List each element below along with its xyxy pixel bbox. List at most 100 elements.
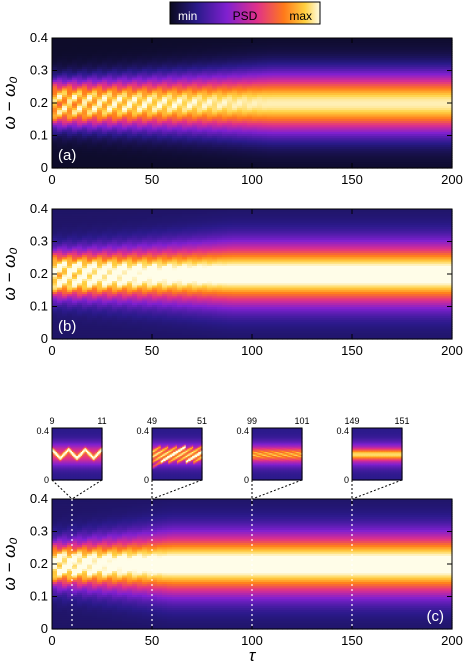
heatmap-cell (332, 159, 338, 163)
heatmap-cell (147, 118, 153, 121)
heatmap-cell (377, 105, 383, 108)
heatmap-cell (102, 87, 108, 91)
heatmap-cell (352, 81, 358, 85)
heatmap-cell (392, 79, 398, 82)
heatmap-cell (232, 109, 238, 113)
heatmap-cell (137, 124, 143, 128)
heatmap-cell (112, 48, 118, 52)
heatmap-cell (342, 46, 348, 50)
heatmap-cell (132, 77, 138, 80)
heatmap-cell (372, 57, 378, 61)
heatmap-cell (327, 70, 333, 74)
heatmap-cell (417, 92, 423, 95)
heatmap-cell (412, 64, 418, 67)
heatmap-cell (352, 161, 358, 165)
heatmap-cell (132, 94, 138, 98)
heatmap-cell (212, 83, 218, 87)
heatmap-cell (377, 81, 383, 85)
heatmap-cell (397, 100, 403, 104)
heatmap-cell (362, 42, 368, 46)
heatmap-cell (307, 81, 313, 85)
heatmap-cell (182, 90, 188, 93)
heatmap-cell (422, 165, 428, 169)
heatmap-cell (222, 133, 228, 137)
heatmap-cell (262, 68, 268, 72)
heatmap-cell (272, 53, 278, 56)
heatmap-cell (87, 68, 93, 72)
heatmap-cell (252, 72, 258, 76)
heatmap-cell (272, 68, 278, 72)
heatmap-cell (122, 66, 128, 69)
heatmap-cell (82, 94, 88, 98)
heatmap-cell (362, 157, 368, 160)
heatmap-cell (92, 100, 98, 104)
heatmap-cell (202, 142, 208, 145)
heatmap-cell (402, 64, 408, 67)
heatmap-cell (332, 161, 338, 165)
heatmap-cell (82, 113, 88, 117)
heatmap-cell (127, 103, 133, 106)
heatmap-cell (147, 144, 153, 147)
heatmap-cell (102, 142, 108, 145)
heatmap-cell (287, 139, 293, 143)
heatmap-cell (97, 137, 103, 141)
heatmap-cell (422, 155, 428, 158)
heatmap-cell (222, 53, 228, 56)
heatmap-cell (72, 92, 78, 95)
heatmap-cell (322, 113, 328, 117)
heatmap-cell (342, 129, 348, 132)
heatmap-cell (182, 131, 188, 134)
heatmap-cell (407, 87, 413, 91)
heatmap-cell (102, 159, 108, 163)
heatmap-cell (357, 120, 363, 124)
heatmap-cell (392, 139, 398, 143)
heatmap-cell (212, 64, 218, 67)
heatmap-cell (352, 53, 358, 56)
heatmap-cell (412, 42, 418, 46)
heatmap-cell (212, 100, 218, 104)
heatmap-cell (87, 92, 93, 95)
heatmap-cell (292, 70, 298, 74)
heatmap-cell (192, 103, 198, 106)
heatmap-cell (67, 96, 73, 100)
heatmap-cell (172, 72, 178, 76)
heatmap-cell (387, 74, 393, 78)
heatmap-cell (247, 85, 253, 89)
heatmap-cell (147, 126, 153, 130)
heatmap-cell (92, 116, 98, 119)
heatmap-cell (152, 70, 158, 74)
heatmap-cell (327, 38, 333, 41)
heatmap-cell (232, 122, 238, 126)
heatmap-cell (87, 79, 93, 82)
heatmap-cell (142, 157, 148, 160)
heatmap-cell (97, 118, 103, 121)
heatmap-cell (277, 38, 283, 41)
x-tick-label: 100 (241, 172, 263, 187)
heatmap-cell (312, 70, 318, 74)
heatmap-cell (382, 85, 388, 89)
heatmap-cell (162, 152, 168, 156)
heatmap-cell (327, 46, 333, 50)
heatmap-cell (217, 118, 223, 121)
heatmap-cell (352, 122, 358, 126)
heatmap-cell (62, 64, 68, 67)
heatmap-cell (232, 68, 238, 72)
heatmap-cell (182, 139, 188, 143)
heatmap-cell (202, 92, 208, 95)
heatmap-cell (222, 46, 228, 50)
heatmap-cell (282, 157, 288, 160)
heatmap-cell (67, 133, 73, 137)
heatmap-cell (142, 46, 148, 50)
heatmap-cell (122, 94, 128, 98)
heatmap-cell (372, 92, 378, 95)
heatmap-cell (57, 113, 63, 117)
heatmap-cell (357, 57, 363, 61)
heatmap-cell (72, 64, 78, 67)
heatmap-cell (292, 107, 298, 111)
heatmap-cell (217, 131, 223, 134)
heatmap-cell (302, 79, 308, 82)
heatmap-cell (247, 109, 253, 113)
heatmap-cell (62, 72, 68, 76)
heatmap-cell (202, 100, 208, 104)
heatmap-cell (397, 68, 403, 72)
